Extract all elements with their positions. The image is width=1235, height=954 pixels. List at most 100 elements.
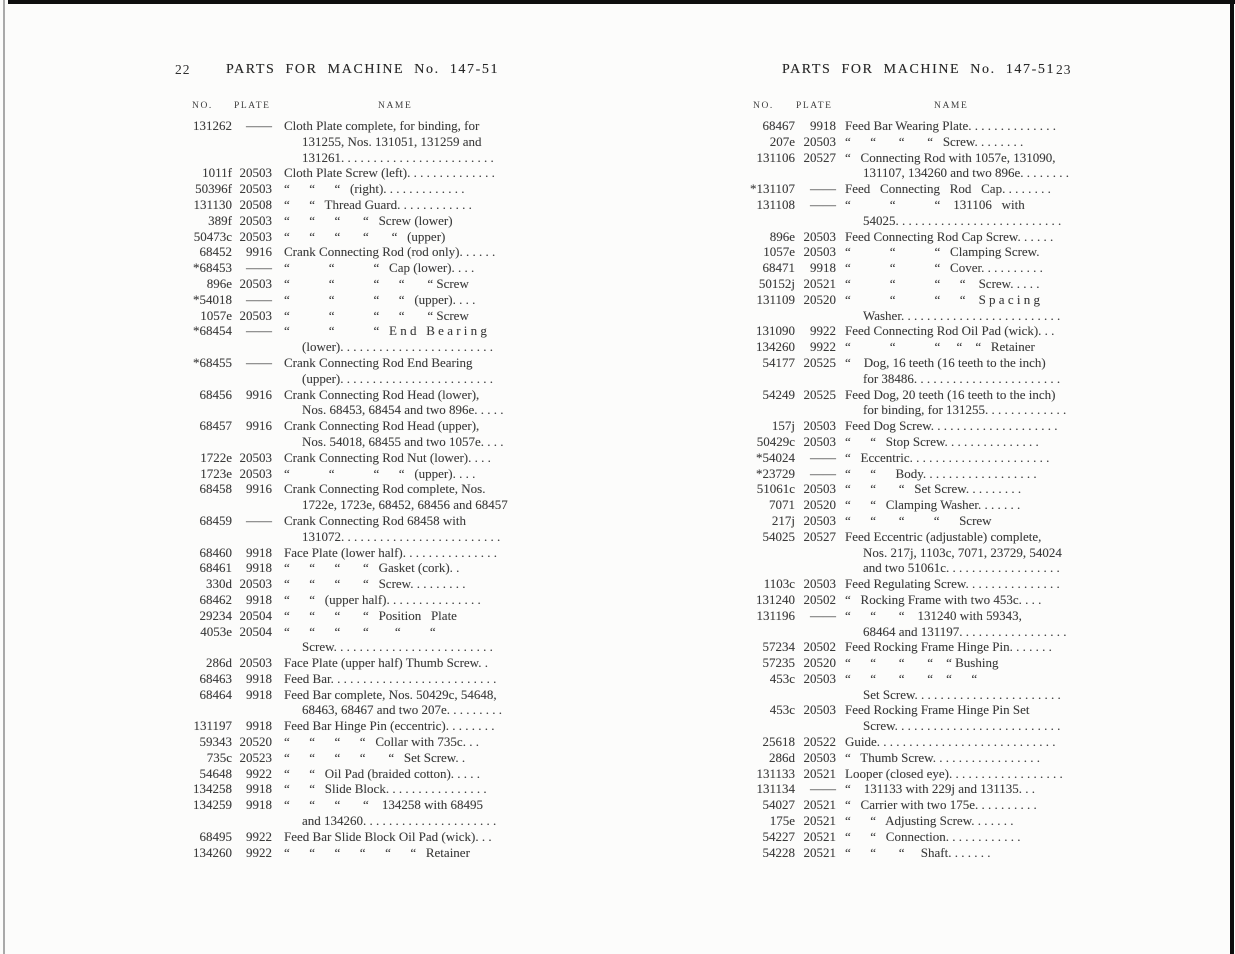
part-number: 131108 [756,196,795,212]
table-row: 217j 20503 “ “ “ “ Screw [738,513,1108,529]
part-name: “ 131133 with 229j and 131135. . . [845,781,1036,797]
part-number: 54228 [762,844,796,860]
part-number: 1011f [202,165,232,181]
plate-number: 20503 [803,481,837,497]
part-number: 25618 [762,734,796,750]
part-number: 131106 [756,149,795,165]
table-row: 131109 20520 “ “ “ “ S p a c i n g Washer.… [738,292,1108,324]
table-row: 50396f 20503 “ “ “ (right). . . . . . . . … [170,181,540,197]
part-name: “ Connecting Rod with 1057e, 131090, 131… [845,149,1070,181]
part-number: 131090 [756,323,795,339]
table-row: 68471 9918 “ “ “ Cover. . . . . . . . . . [738,260,1108,276]
plate-number: —— [246,354,272,370]
part-number: 68461 [199,560,233,576]
plate-number: 20521 [803,813,837,829]
plate-number: 20503 [239,465,273,481]
part-name: Face Plate (upper half) Thumb Screw. . [284,655,488,671]
scan-edge-right [1230,0,1234,954]
part-name: Feed Connecting Rod Cap. . . . . . . . [845,181,1051,197]
table-row: 1722e 20503 Crank Connecting Rod Nut (lowe… [170,450,540,466]
plate-number: 20527 [803,149,837,165]
part-name: Crank Connecting Rod End Bearing (upper)… [284,354,494,386]
table-row: 54228 20521 “ “ “ Shaft. . . . . . . [738,845,1108,861]
plate-number: 20520 [803,291,837,307]
part-number: *68455 [193,354,232,370]
table-row: 131196 —— “ “ “ 131240 with 59343, 68464 a… [738,608,1108,640]
part-number: 131109 [756,291,795,307]
part-name: Looper (closed eye). . . . . . . . . . .… [845,765,1063,781]
plate-number: —— [246,118,272,133]
part-number: 286d [769,749,795,765]
table-row: 68467 9918 Feed Bar Wearing Plate. . . . .… [738,118,1108,134]
part-name: Crank Connecting Rod 68458 with 131072. … [284,512,501,544]
table-row: 1723e 20503 “ “ “ “ (upper). . . . [170,466,540,482]
part-name: “ “ Oil Pad (braided cotton). . . . . [284,765,481,781]
column-header-no: NO. [753,101,774,111]
scan-edge-top [8,0,1235,4]
plate-number: 9918 [246,591,272,607]
part-number: 7071 [769,497,795,513]
part-number: 54025 [762,528,796,544]
part-name: Feed Regulating Screw. . . . . . . . . .… [845,576,1060,592]
plate-number: 20527 [803,528,837,544]
table-row: 68463 9918 Feed Bar. . . . . . . . . . . .… [170,671,540,687]
table-row: 54249 20525 Feed Dog, 20 teeth (16 teeth t… [738,387,1108,419]
table-row: 134260 9922 “ “ “ “ “ Retainer [738,339,1108,355]
plate-number: 20503 [239,307,273,323]
part-name: “ “ Body. . . . . . . . . . . . . . . . … [845,465,1037,481]
table-row: 1057e 20503 “ “ “ “ “ Screw [170,308,540,324]
table-row: *54018 —— “ “ “ “ (upper). . . . [170,292,540,308]
plate-number: —— [246,323,272,339]
plate-number: 9918 [246,781,272,797]
parts-table-right: 68467 9918 Feed Bar Wearing Plate. . . . .… [738,118,1108,860]
part-number: 131240 [756,591,795,607]
plate-number: 20503 [239,449,273,465]
part-name: “ “ Connection. . . . . . . . . . . . [845,828,1021,844]
table-row: 131262 —— Cloth Plate complete, for bindin… [170,118,540,165]
table-row: 54027 20521 “ Carrier with two 175e. . . .… [738,797,1108,813]
plate-number: 20508 [239,196,273,212]
part-number: 1057e [200,307,232,323]
table-row: 389f 20503 “ “ “ “ Screw (lower) [170,213,540,229]
plate-number: 9918 [810,118,836,133]
table-row: 896e 20503 Feed Connecting Rod Cap Screw. … [738,229,1108,245]
table-row: *23729 —— “ “ Body. . . . . . . . . . . . … [738,466,1108,482]
page-title: PARTS FOR MACHINE No. 147-51 [226,62,500,77]
table-row: 68452 9916 Crank Connecting Rod (rod only)… [170,244,540,260]
part-name: “ “ “ “ S p a c i n g Washer. . . . . . … [845,291,1061,323]
table-column-headers: NO. PLATE NAME [170,101,540,117]
plate-number: 9918 [246,670,272,686]
plate-number: 20521 [803,844,837,860]
plate-number: —— [810,181,836,197]
plate-number: 20503 [239,212,273,228]
part-number: 157j [771,418,795,434]
plate-number: 9916 [246,418,272,434]
plate-number: 20521 [803,765,837,781]
table-row: 134259 9918 “ “ “ “ 134258 with 68495 and … [170,797,540,829]
plate-number: 20503 [803,670,837,686]
table-row: 1011f 20503 Cloth Plate Screw (left). . . … [170,165,540,181]
table-row: 131133 20521 Looper (closed eye). . . . . … [738,766,1108,782]
table-row: 131197 9918 Feed Bar Hinge Pin (eccentric)… [170,718,540,734]
table-row: *68455 —— Crank Connecting Rod End Bearing… [170,355,540,387]
table-row: 57234 20502 Feed Rocking Frame Hinge Pin. … [738,639,1108,655]
part-name: “ “ “ “ “ Retainer [845,339,1035,355]
table-row: 134260 9922 “ “ “ “ “ “ Retainer [170,845,540,861]
plate-number: —— [810,781,836,797]
page-number: 23 [1056,62,1072,77]
table-row: 68458 9916 Crank Connecting Rod complete, … [170,481,540,513]
part-number: 131262 [193,118,232,133]
part-number: 453c [769,670,795,686]
part-name: “ “ “ “ Screw (lower) [284,212,453,228]
part-name: “ “ Thread Guard. . . . . . . . . . . . [284,196,472,212]
part-number: 896e [769,228,795,244]
table-row: 68457 9916 Crank Connecting Rod Head (uppe… [170,418,540,450]
part-number: 131197 [193,718,232,734]
plate-number: 9922 [246,844,272,860]
table-row: 7071 20520 “ “ Clamping Washer. . . . . . … [738,497,1108,513]
table-row: 54025 20527 Feed Eccentric (adjustable) co… [738,529,1108,576]
part-number: 217j [771,512,795,528]
table-column-headers: NO. PLATE NAME [738,101,1108,117]
part-number: 330d [206,576,232,592]
table-row: 51061c 20503 “ “ “ Set Screw. . . . . . . … [738,481,1108,497]
